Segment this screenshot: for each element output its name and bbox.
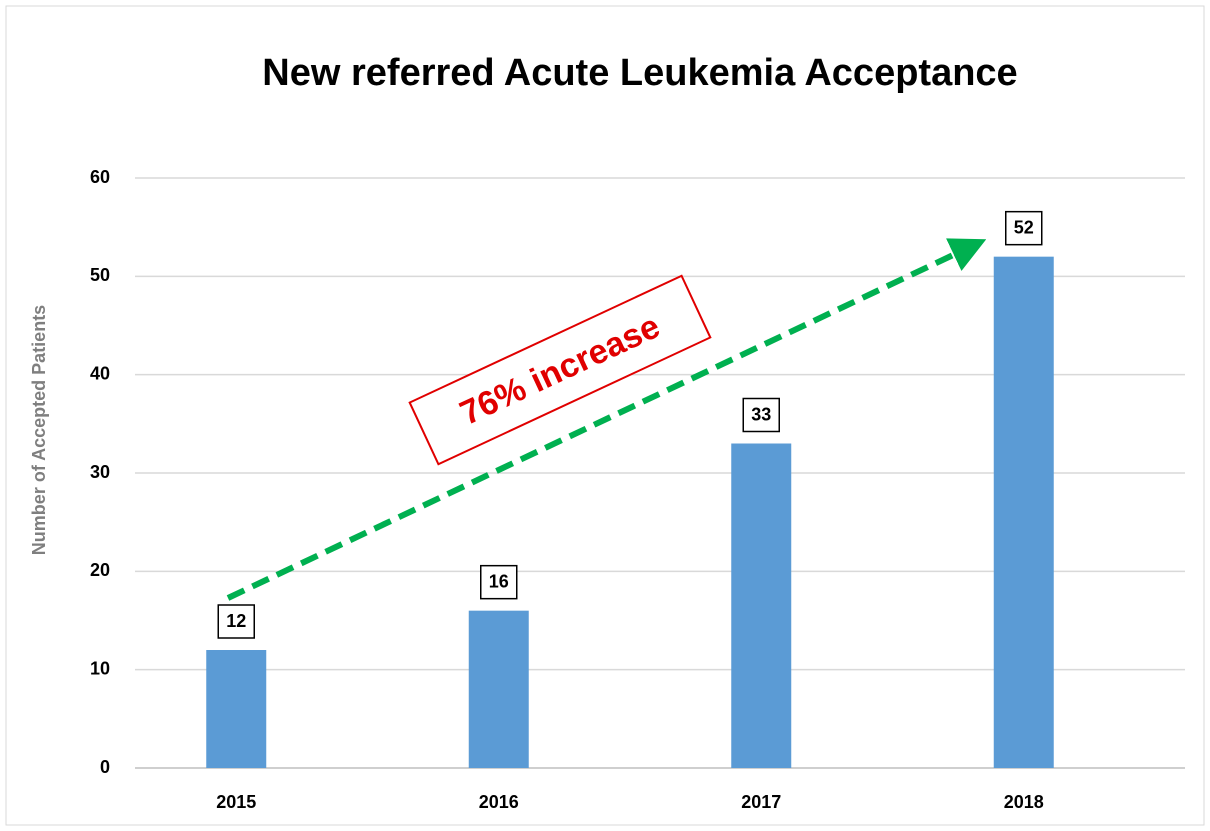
data-label-box	[742, 397, 780, 433]
bar	[468, 610, 529, 768]
data-label-box	[1005, 210, 1043, 246]
data-label-box	[217, 604, 255, 639]
y-tick-label: 20	[90, 560, 110, 580]
annotation-box	[408, 274, 712, 466]
bar	[731, 443, 792, 768]
x-tick-label: 2015	[216, 792, 256, 812]
y-axis-label: Number of Accepted Patients	[29, 305, 49, 555]
plot-area: 0 10 20 30 40 50 60 2015 12 2016 16 2017 33 2018 52	[90, 167, 1185, 812]
y-tick-label: 30	[90, 462, 110, 482]
y-tick-label: 50	[90, 265, 110, 285]
data-label-box	[480, 564, 518, 600]
data-label: 33	[751, 404, 771, 424]
data-label: 52	[1014, 217, 1034, 237]
y-tick-label: 0	[100, 757, 110, 777]
y-tick-label: 10	[90, 658, 110, 678]
bar	[993, 256, 1054, 768]
x-tick-label: 2017	[741, 792, 781, 812]
x-tick-label: 2016	[479, 792, 519, 812]
trend-arrow	[226, 238, 987, 601]
chart-title: New referred Acute Leukemia Acceptance	[262, 52, 1017, 94]
data-label: 12	[226, 611, 246, 631]
data-label: 16	[489, 571, 509, 591]
y-tick-label: 60	[90, 167, 110, 187]
x-tick-label: 2018	[1004, 792, 1044, 812]
bar	[206, 650, 267, 768]
y-tick-label: 40	[90, 363, 110, 383]
